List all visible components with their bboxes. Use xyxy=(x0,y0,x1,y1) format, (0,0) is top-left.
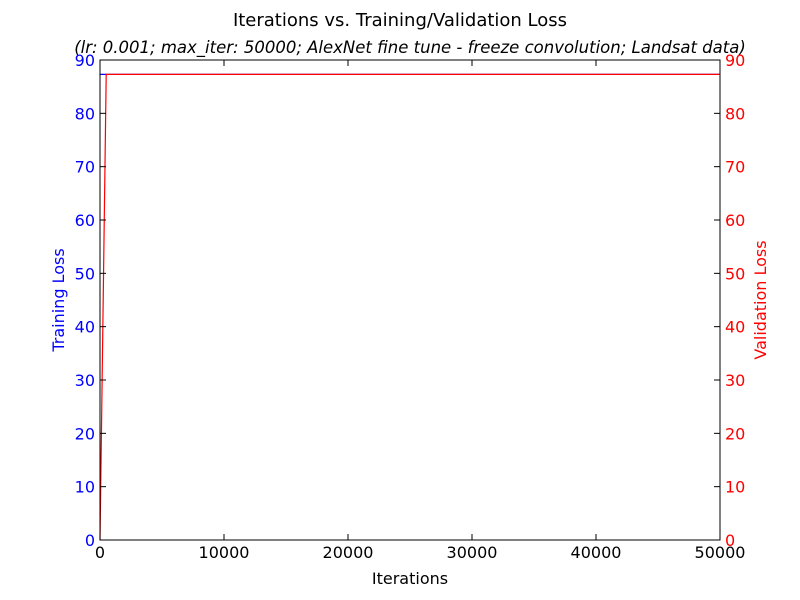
right-y-tick-label: 20 xyxy=(725,424,745,443)
right-y-tick-label: 10 xyxy=(725,478,745,497)
x-tick-label: 30000 xyxy=(447,543,498,562)
right-y-tick-label: 40 xyxy=(725,318,745,337)
left-y-tick-label: 40 xyxy=(75,318,95,337)
left-y-tick-label: 60 xyxy=(75,211,95,230)
right-y-tick-label: 50 xyxy=(725,264,745,283)
left-y-tick-label: 0 xyxy=(85,531,95,550)
right-y-tick-label: 90 xyxy=(725,51,745,70)
x-tick-label: 40000 xyxy=(571,543,622,562)
x-tick-label: 50000 xyxy=(695,543,746,562)
right-y-tick-label: 30 xyxy=(725,371,745,390)
x-tick-label: 10000 xyxy=(199,543,250,562)
left-y-tick-label: 10 xyxy=(75,478,95,497)
left-y-axis-label: Training Loss xyxy=(49,248,68,352)
left-y-tick-label: 80 xyxy=(75,104,95,123)
right-y-tick-label: 70 xyxy=(725,158,745,177)
right-y-tick-label: 80 xyxy=(725,104,745,123)
series-layer xyxy=(99,73,720,541)
right-y-tick-label: 60 xyxy=(725,211,745,230)
right-y-axis-label: Validation Loss xyxy=(751,240,770,359)
validation-loss-line xyxy=(99,73,720,541)
right-y-tick-label: 0 xyxy=(725,531,735,550)
plot-frame xyxy=(99,59,721,541)
ticks-layer: 0 10000 20000 30000 40000 5000001020304050607… xyxy=(75,51,746,562)
x-tick-label: 20000 xyxy=(323,543,374,562)
left-y-tick-label: 30 xyxy=(75,371,95,390)
left-y-tick-label: 50 xyxy=(75,264,95,283)
chart-subtitle: (lr: 0.001; max_iter: 50000; AlexNet fin… xyxy=(74,38,746,58)
chart-title: Iterations vs. Training/Validation Loss xyxy=(233,10,567,31)
left-y-tick-label: 90 xyxy=(75,51,95,70)
left-y-tick-label: 70 xyxy=(75,158,95,177)
x-tick-label: 0 xyxy=(95,543,105,562)
x-axis-label: Iterations xyxy=(372,569,448,588)
left-y-tick-label: 20 xyxy=(75,424,95,443)
